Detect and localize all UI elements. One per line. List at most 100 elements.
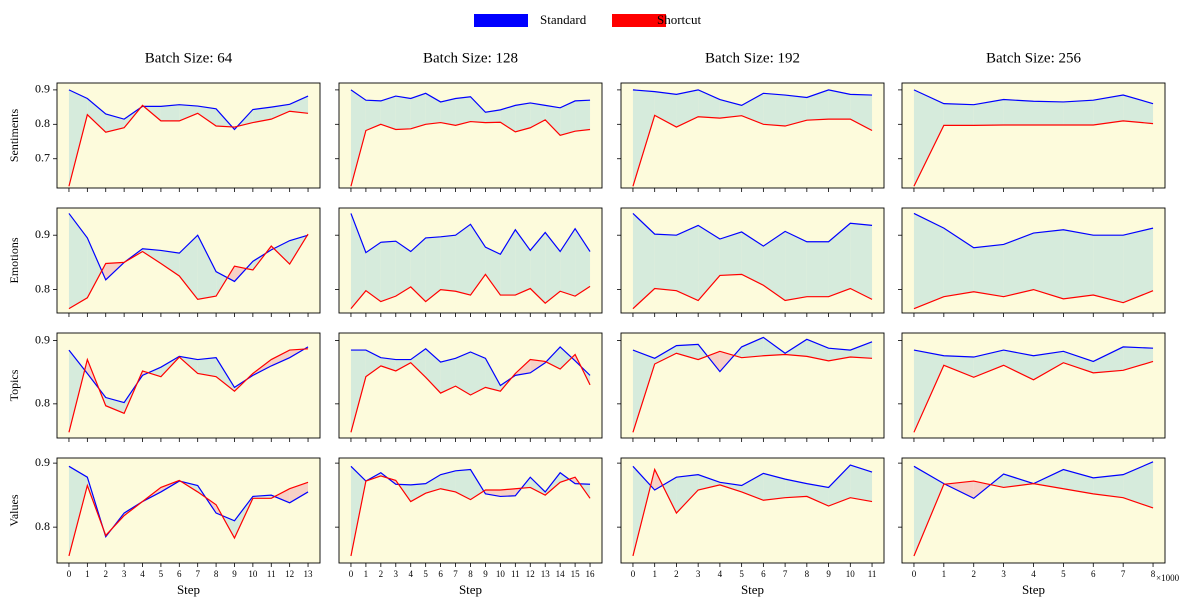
legend-swatch	[474, 14, 528, 27]
fill-between	[470, 96, 486, 123]
series-line	[913, 360, 1154, 433]
fill-between	[943, 228, 974, 297]
x-tick-label: 10	[496, 569, 506, 579]
panel-title: Batch Size: 64	[145, 50, 233, 66]
fill-between	[806, 483, 829, 507]
fill-between	[785, 231, 807, 301]
fill-between	[470, 351, 486, 395]
series-line	[913, 89, 1154, 106]
fill-between	[470, 469, 484, 500]
fill-between	[1003, 99, 1034, 125]
fill-between	[197, 235, 217, 300]
series-line	[350, 465, 591, 498]
fill-between	[654, 345, 677, 364]
fill-between	[500, 105, 516, 132]
fill-between	[1063, 229, 1094, 299]
fill-between	[455, 96, 471, 126]
fill-between	[632, 89, 655, 187]
fill-between	[913, 89, 944, 187]
fill-between	[763, 231, 786, 301]
x-tick-label: 3	[1001, 569, 1006, 579]
fill-between	[101, 263, 106, 280]
fill-between	[1093, 474, 1124, 498]
fill-between	[943, 355, 974, 378]
fill-between	[973, 244, 1004, 297]
fill-between	[1123, 461, 1154, 508]
x-tick-label: 10	[248, 569, 258, 579]
fill-between	[763, 473, 786, 501]
fill-between	[575, 228, 591, 297]
plot-background	[57, 83, 320, 188]
fill-between	[440, 98, 456, 126]
fill-between	[1093, 235, 1124, 303]
fill-between	[698, 89, 720, 119]
series-line	[68, 104, 309, 187]
x-tick-label: 2	[674, 569, 679, 579]
fill-between	[485, 109, 501, 123]
series-line	[632, 350, 873, 433]
x-tick-label: 3	[394, 569, 399, 579]
fill-between	[676, 225, 699, 301]
legend-label: Standard	[540, 12, 587, 27]
fill-between	[763, 93, 786, 127]
fill-between	[560, 346, 572, 370]
legend-label: Shortcut	[657, 12, 701, 27]
fill-between	[160, 104, 180, 121]
x-tick-label: 5	[739, 569, 744, 579]
fill-between	[785, 479, 807, 498]
fill-between	[785, 95, 807, 127]
series-line	[632, 336, 873, 373]
fill-between	[274, 488, 290, 503]
fill-between	[350, 213, 366, 309]
series-line	[913, 120, 1154, 187]
fill-between	[719, 351, 735, 372]
y-tick-label: 0.8	[35, 519, 50, 533]
fill-between	[271, 350, 290, 366]
fill-between	[87, 98, 106, 133]
x-tick-label: 8	[214, 569, 219, 579]
x-tick-label: 2	[103, 569, 108, 579]
fill-between	[850, 341, 873, 359]
fill-between	[545, 232, 561, 304]
plot-frame	[620, 457, 885, 564]
x-tick-label: 13	[541, 569, 551, 579]
plot-background	[57, 333, 320, 438]
fill-between	[179, 235, 198, 300]
plot-background	[57, 458, 320, 563]
series-line	[350, 273, 591, 310]
plot-frame	[620, 207, 885, 314]
fill-between	[197, 106, 217, 127]
fill-between	[68, 213, 88, 309]
x-tick-label: 6	[1091, 569, 1096, 579]
panel-title: Batch Size: 256	[986, 50, 1081, 66]
fill-between	[289, 96, 309, 114]
series-line	[350, 119, 591, 187]
y-axis-label: Topics	[7, 369, 21, 401]
fill-between	[741, 337, 764, 358]
fill-between	[160, 250, 180, 277]
series-line	[68, 348, 309, 433]
fill-between	[485, 247, 501, 296]
fill-between	[530, 359, 546, 373]
fill-between	[850, 223, 873, 300]
series-line	[350, 353, 591, 433]
fill-between	[1123, 228, 1154, 303]
series-line	[350, 89, 591, 113]
x-tick-label: 16	[586, 569, 596, 579]
series-line	[913, 212, 1154, 249]
fill-between	[828, 223, 851, 297]
x-tick-label: 15	[571, 569, 581, 579]
fill-between	[148, 367, 161, 377]
fill-between	[828, 465, 851, 507]
x-axis-label: Step	[1022, 582, 1045, 597]
fill-between	[440, 470, 456, 492]
fill-between	[455, 469, 471, 500]
fill-between	[68, 466, 88, 556]
fill-between	[425, 348, 441, 394]
fill-between	[575, 100, 591, 132]
series-line	[68, 346, 309, 404]
fill-between	[1033, 101, 1064, 125]
fill-between	[943, 103, 974, 126]
fill-between	[485, 490, 501, 497]
x-tick-label: 5	[159, 569, 164, 579]
